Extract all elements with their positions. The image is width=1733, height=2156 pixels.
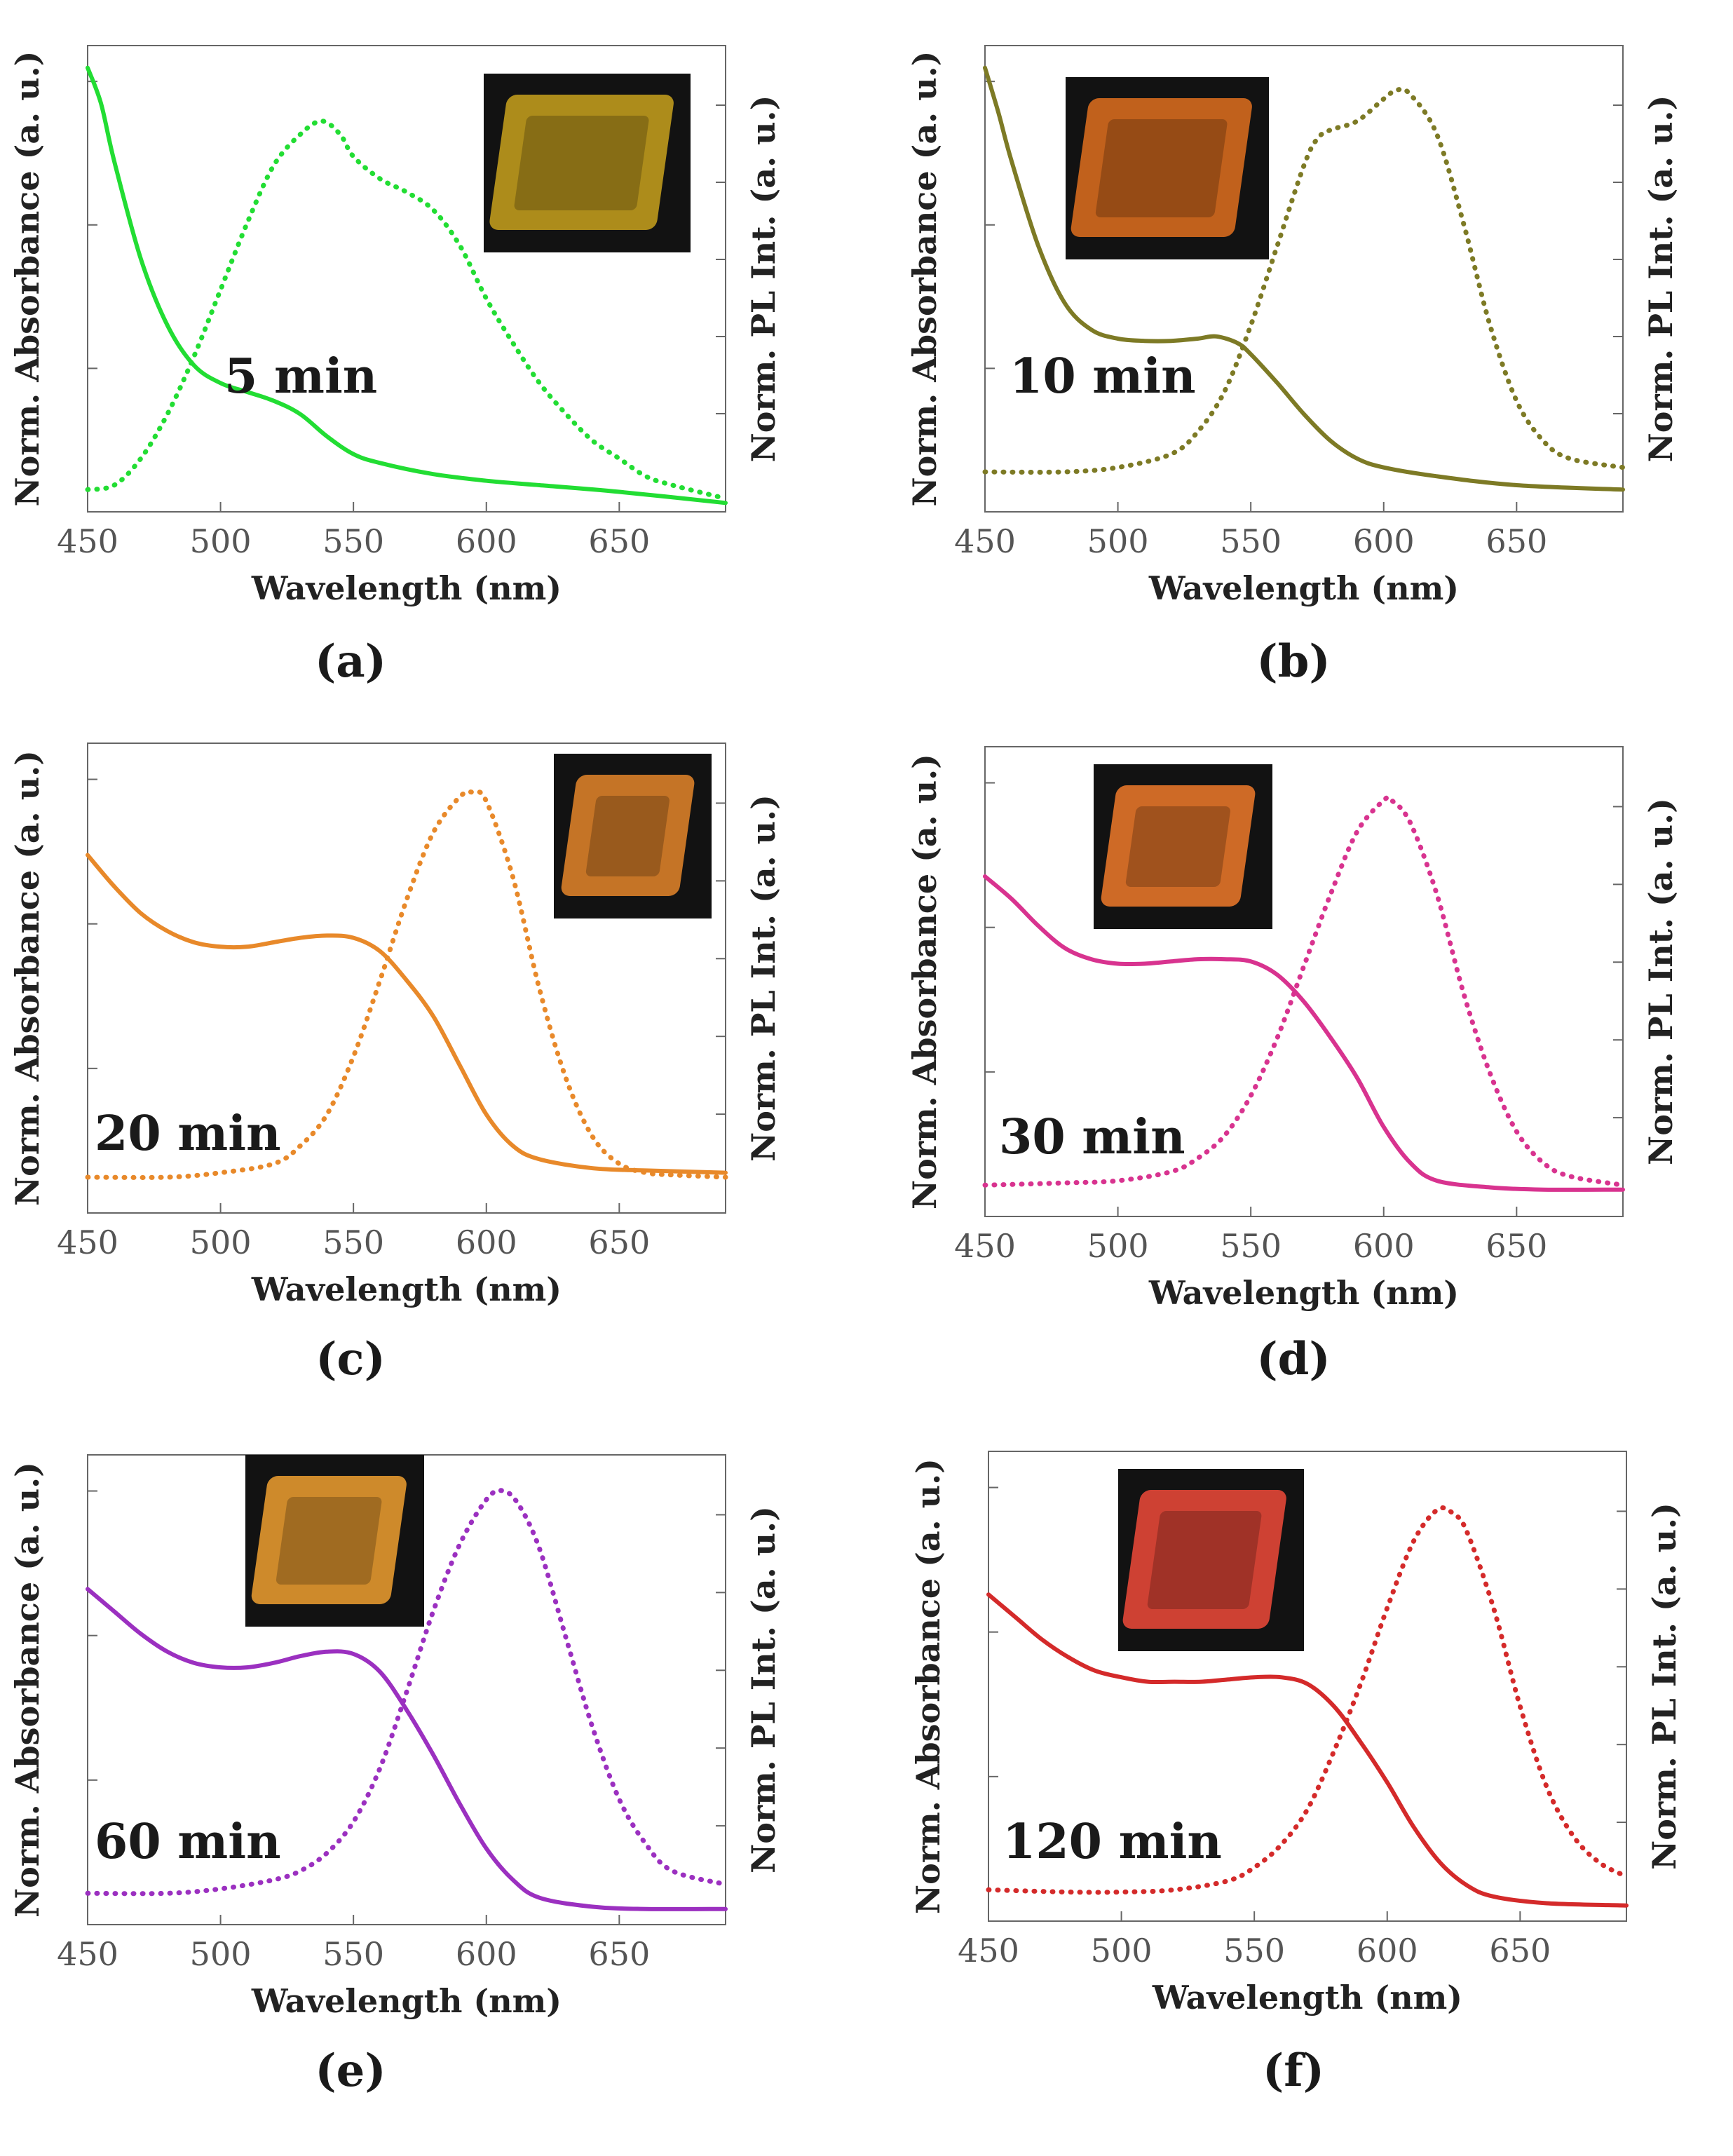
x-tick-label: 500 xyxy=(190,1223,252,1261)
y-axis-title-right: Norm. PL Int. (a. u.) xyxy=(1642,798,1680,1165)
x-tick-label: 500 xyxy=(1091,1932,1153,1969)
inset-sample-slide xyxy=(1122,1490,1286,1629)
inset-sample-center xyxy=(1095,119,1228,217)
y-axis-title-right: Norm. PL Int. (a. u.) xyxy=(1645,1503,1683,1870)
x-tick-label: 650 xyxy=(588,1935,650,1973)
x-tick-label: 600 xyxy=(456,1935,517,1973)
absorbance-series-line xyxy=(986,1592,1629,1908)
plot-frame xyxy=(984,45,1624,513)
chart-panel-2: 450 500 550 600 650 Wavelength (nm) Norm. Abso… xyxy=(906,45,1680,688)
x-axis-title: Wavelength (nm) xyxy=(251,1270,562,1308)
x-tick-label: 600 xyxy=(1353,1227,1415,1265)
time-annotation: 60 min xyxy=(95,1814,281,1870)
x-tick-label: 500 xyxy=(190,1935,252,1973)
inset-sample-center xyxy=(1125,806,1230,887)
x-tick-label: 500 xyxy=(1087,522,1149,560)
x-tick-label: 450 xyxy=(57,1935,118,1973)
inset-sample-center xyxy=(514,116,649,210)
x-tick-label: 550 xyxy=(1223,1932,1285,1969)
x-tick-label: 550 xyxy=(322,1935,384,1973)
pl-series-line xyxy=(982,86,1626,475)
panel-label: (b) xyxy=(1256,635,1330,688)
time-annotation: 10 min xyxy=(1010,348,1196,405)
x-axis-title: Wavelength (nm) xyxy=(251,569,562,607)
x-tick-label: 600 xyxy=(456,1223,517,1261)
x-axis-title: Wavelength (nm) xyxy=(251,1982,562,2020)
y-axis-title-right: Norm. PL Int. (a. u.) xyxy=(745,794,782,1162)
x-tick-label: 550 xyxy=(322,522,384,560)
inset-sample-slide xyxy=(1101,785,1256,907)
y-axis-title-left: Norm. Absorbance (a. u.) xyxy=(8,750,46,1206)
inset-sample-slide xyxy=(489,95,674,230)
panel-label: (d) xyxy=(1256,1333,1330,1385)
pl-series-line xyxy=(85,1488,728,1897)
x-tick-label: 450 xyxy=(57,1223,118,1261)
chart-panel-3: 450 500 550 600 650 Wavelength (nm) Norm. Abso… xyxy=(8,743,782,1385)
x-tick-label: 600 xyxy=(1357,1932,1418,1969)
plot-frame xyxy=(87,743,726,1214)
x-tick-label: 650 xyxy=(1486,1227,1547,1265)
inset-sample-center xyxy=(1147,1511,1262,1609)
x-tick-label: 450 xyxy=(958,1932,1019,1969)
x-tick-label: 500 xyxy=(190,522,252,560)
panel-label: (a) xyxy=(315,635,386,688)
panel-label: (c) xyxy=(315,1333,386,1385)
inset-sample-slide xyxy=(251,1476,407,1604)
x-axis-title: Wavelength (nm) xyxy=(1152,1979,1462,2016)
x-tick-label: 450 xyxy=(57,522,118,560)
absorbance-series-line xyxy=(983,65,1625,492)
plot-frame xyxy=(87,45,726,513)
x-axis-title: Wavelength (nm) xyxy=(1148,1274,1459,1312)
time-annotation: 120 min xyxy=(1003,1814,1222,1870)
chart-panel-1: 450 500 550 600 650 Wavelength (nm) Norm. Abso… xyxy=(8,45,782,688)
y-axis-title-left: Norm. Absorbance (a. u.) xyxy=(8,1462,46,1918)
x-tick-label: 550 xyxy=(1220,1227,1282,1265)
inset-sample-slide xyxy=(1071,98,1252,237)
y-axis-title-right: Norm. PL Int. (a. u.) xyxy=(745,1506,782,1873)
x-tick-label: 650 xyxy=(1489,1932,1551,1969)
pl-series-line xyxy=(986,1505,1629,1895)
plot-frame xyxy=(988,1451,1627,1922)
x-tick-label: 550 xyxy=(322,1223,384,1261)
y-axis-title-left: Norm. Absorbance (a. u.) xyxy=(8,51,46,507)
absorbance-series-line xyxy=(86,1587,728,1911)
x-tick-label: 450 xyxy=(954,522,1016,560)
x-tick-label: 500 xyxy=(1087,1227,1149,1265)
absorbance-series-line xyxy=(86,853,728,1175)
time-annotation: 20 min xyxy=(95,1106,281,1162)
absorbance-series-line xyxy=(86,65,728,506)
x-tick-label: 650 xyxy=(588,1223,650,1261)
time-annotation: 30 min xyxy=(999,1109,1185,1165)
panel-label: (e) xyxy=(315,2045,386,2097)
x-tick-label: 600 xyxy=(456,522,517,560)
inset-sample-center xyxy=(585,796,670,876)
chart-panel-4: 450 500 550 600 650 Wavelength (nm) Norm. Abso… xyxy=(906,746,1680,1385)
time-annotation: 5 min xyxy=(224,348,377,405)
pl-series-line xyxy=(85,789,728,1180)
x-axis-title: Wavelength (nm) xyxy=(1148,569,1459,607)
inset-sample-slide xyxy=(561,775,695,896)
x-tick-label: 650 xyxy=(588,522,650,560)
x-tick-label: 600 xyxy=(1353,522,1415,560)
inset-sample-center xyxy=(276,1497,382,1585)
y-axis-title-right: Norm. PL Int. (a. u.) xyxy=(745,95,782,463)
absorbance-series-line xyxy=(983,874,1625,1192)
x-tick-label: 450 xyxy=(954,1227,1016,1265)
y-axis-title-left: Norm. Absorbance (a. u.) xyxy=(906,51,944,507)
chart-panel-5: 450 500 550 600 650 Wavelength (nm) Norm. Abso… xyxy=(8,1454,782,2097)
pl-series-line xyxy=(982,794,1626,1188)
x-tick-label: 550 xyxy=(1220,522,1282,560)
pl-series-line xyxy=(85,118,728,501)
panel-label: (f) xyxy=(1263,2045,1324,2097)
y-axis-title-left: Norm. Absorbance (a. u.) xyxy=(906,754,944,1209)
plot-frame xyxy=(984,746,1624,1217)
y-axis-title-left: Norm. Absorbance (a. u.) xyxy=(909,1458,947,1914)
x-tick-label: 650 xyxy=(1486,522,1547,560)
y-axis-title-right: Norm. PL Int. (a. u.) xyxy=(1642,95,1680,463)
chart-panel-6: 450 500 550 600 650 Wavelength (nm) Norm. Abso… xyxy=(909,1451,1683,2097)
